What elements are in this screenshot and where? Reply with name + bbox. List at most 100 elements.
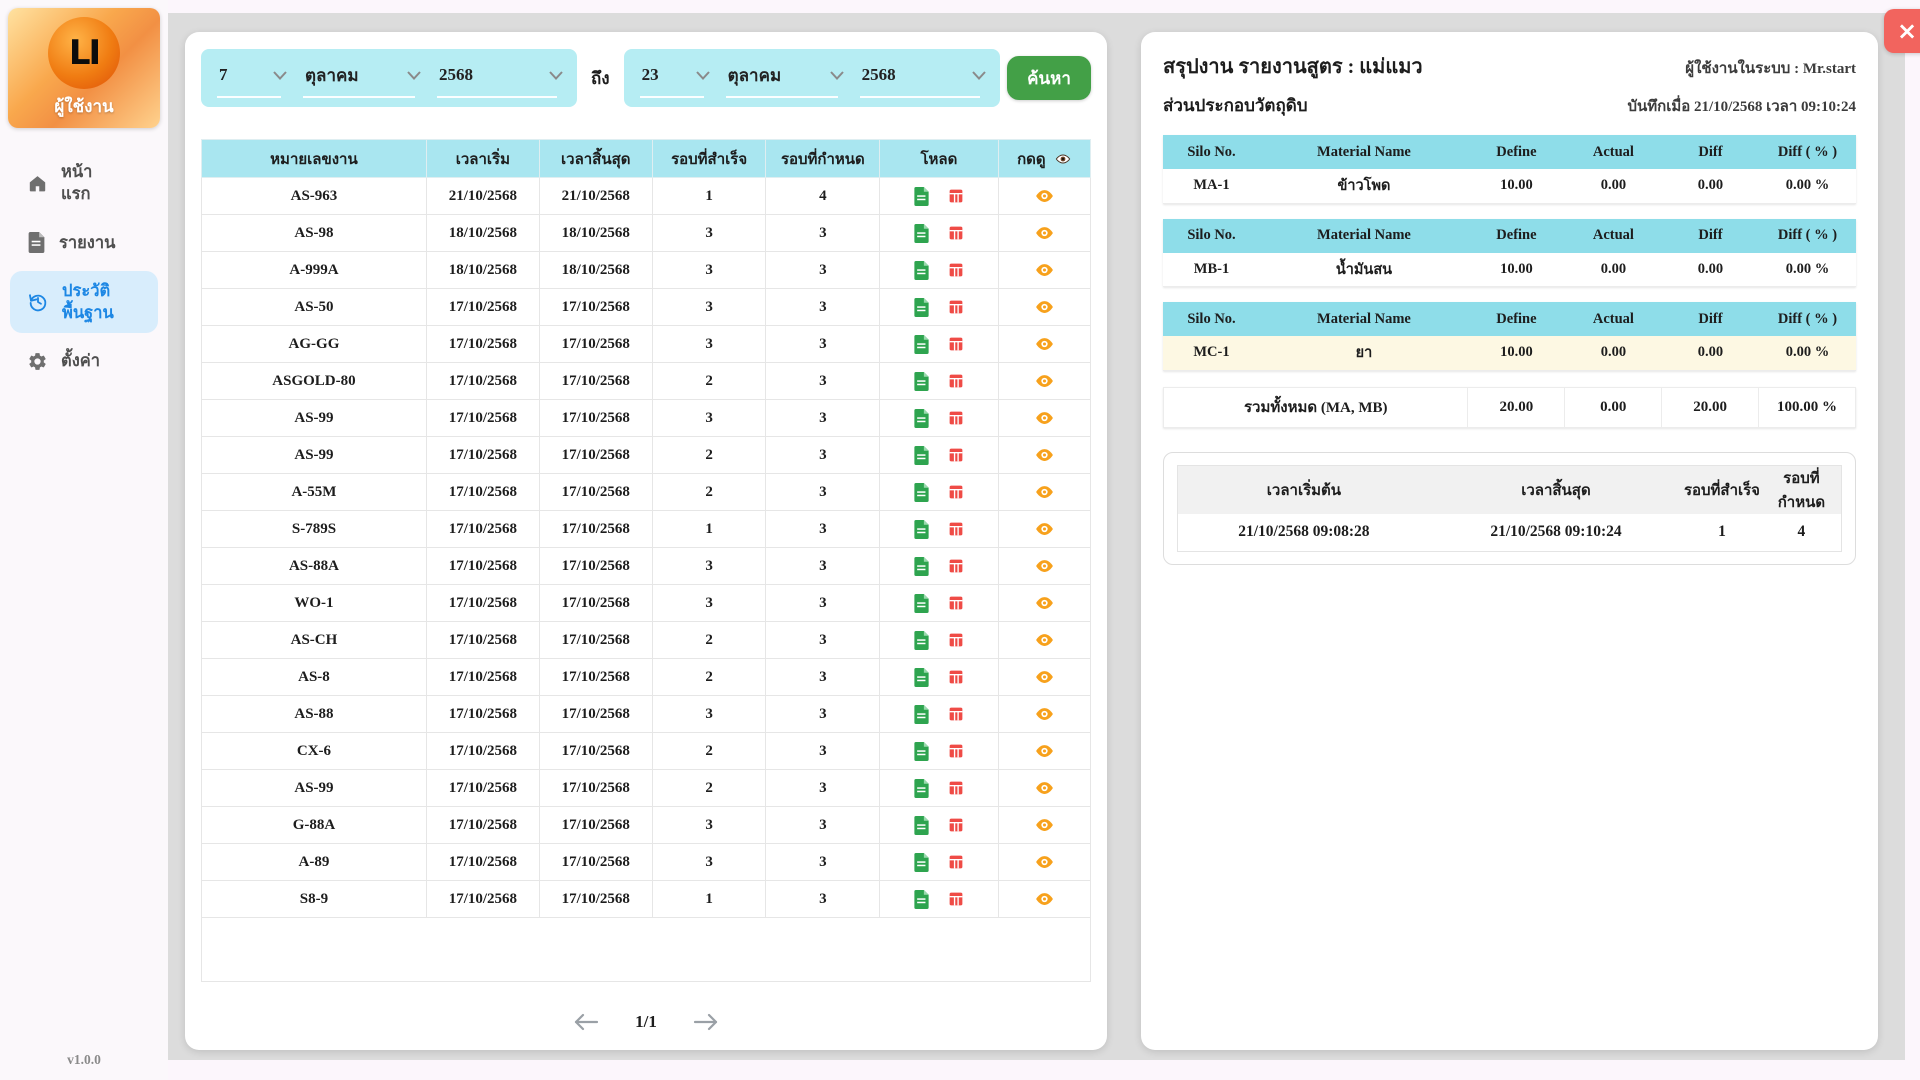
load-grid-icon[interactable] — [947, 631, 965, 649]
load-grid-icon[interactable] — [947, 816, 965, 834]
load-grid-icon[interactable] — [947, 594, 965, 612]
rounds-done-cell: 2 — [651, 362, 767, 400]
rounds-done-cell: 2 — [651, 621, 767, 659]
to-day-select[interactable]: 23 — [634, 58, 714, 98]
rounds-defined-cell: 3 — [765, 732, 881, 770]
load-grid-icon[interactable] — [947, 520, 965, 538]
view-eye-icon[interactable] — [1035, 558, 1054, 574]
view-eye-icon[interactable] — [1035, 410, 1054, 426]
start-date-cell: 18/10/2568 — [425, 214, 540, 252]
rounds-defined-cell: 3 — [765, 880, 881, 918]
header-define: Define — [1467, 302, 1565, 336]
previous-page-arrow[interactable] — [573, 1013, 599, 1031]
view-eye-icon[interactable] — [1035, 706, 1054, 722]
export-file-icon[interactable] — [913, 593, 930, 613]
close-button[interactable]: × — [1884, 9, 1920, 53]
view-eye-icon[interactable] — [1035, 521, 1054, 537]
view-eye-icon[interactable] — [1035, 373, 1054, 389]
load-grid-icon[interactable] — [947, 890, 965, 908]
to-month-select[interactable]: ตุลาคม — [720, 58, 848, 98]
view-eye-icon[interactable] — [1035, 632, 1054, 648]
view-eye-icon[interactable] — [1035, 854, 1054, 870]
export-file-icon[interactable] — [913, 519, 930, 539]
table-row: A-55M 17/10/2568 17/10/2568 2 3 — [201, 473, 1091, 511]
view-cell — [997, 806, 1091, 844]
table-row: A-89 17/10/2568 17/10/2568 3 3 — [201, 843, 1091, 881]
rounds-done-cell: 3 — [651, 288, 767, 326]
export-file-icon[interactable] — [913, 704, 930, 724]
load-grid-icon[interactable] — [947, 187, 965, 205]
table-row: AS-50 17/10/2568 17/10/2568 3 3 — [201, 288, 1091, 326]
next-page-arrow[interactable] — [693, 1013, 719, 1031]
export-file-icon[interactable] — [913, 815, 930, 835]
export-file-icon[interactable] — [913, 334, 930, 354]
load-grid-icon[interactable] — [947, 261, 965, 279]
load-grid-icon[interactable] — [947, 298, 965, 316]
sidebar-item-label: หน้า แรก — [61, 161, 92, 206]
search-button[interactable]: ค้นหา — [1007, 56, 1091, 100]
material-name-cell: น้ำมันสน — [1260, 252, 1468, 287]
view-eye-icon[interactable] — [1035, 262, 1054, 278]
load-grid-icon[interactable] — [947, 668, 965, 686]
export-file-icon[interactable] — [913, 741, 930, 761]
view-eye-icon[interactable] — [1035, 743, 1054, 759]
load-grid-icon[interactable] — [947, 742, 965, 760]
end-date-cell: 17/10/2568 — [538, 769, 653, 807]
from-year-select[interactable]: 2568 — [431, 58, 567, 98]
view-eye-icon[interactable] — [1035, 891, 1054, 907]
view-eye-icon[interactable] — [1035, 447, 1054, 463]
export-file-icon[interactable] — [913, 297, 930, 317]
export-file-icon[interactable] — [913, 371, 930, 391]
export-file-icon[interactable] — [913, 667, 930, 687]
saved-timestamp: บันทึกเมื่อ 21/10/2568 เวลา 09:10:24 — [1627, 99, 1856, 115]
view-eye-icon[interactable] — [1035, 336, 1054, 352]
rounds-defined-cell: 3 — [765, 843, 881, 881]
load-grid-icon[interactable] — [947, 372, 965, 390]
export-file-icon[interactable] — [913, 852, 930, 872]
table-row: AS-98 18/10/2568 18/10/2568 3 3 — [201, 214, 1091, 252]
rounds-done-cell: 3 — [651, 399, 767, 437]
load-grid-icon[interactable] — [947, 446, 965, 464]
load-grid-icon[interactable] — [947, 335, 965, 353]
to-year-select[interactable]: 2568 — [854, 58, 990, 98]
export-file-icon[interactable] — [913, 445, 930, 465]
export-file-icon[interactable] — [913, 186, 930, 206]
export-file-icon[interactable] — [913, 630, 930, 650]
end-date-cell: 17/10/2568 — [538, 732, 653, 770]
view-eye-icon[interactable] — [1035, 225, 1054, 241]
sidebar-item-settings[interactable]: ตั้งค่า — [10, 341, 158, 381]
end-date-cell: 21/10/2568 — [538, 177, 653, 215]
export-file-icon[interactable] — [913, 556, 930, 576]
view-eye-icon[interactable] — [1035, 299, 1054, 315]
load-grid-icon[interactable] — [947, 483, 965, 501]
export-file-icon[interactable] — [913, 889, 930, 909]
export-file-icon[interactable] — [913, 778, 930, 798]
from-month-select[interactable]: ตุลาคม — [297, 58, 425, 98]
sidebar-item-home[interactable]: หน้า แรก — [10, 152, 158, 215]
jobs-table: หมายเลขงาน เวลาเริ่ม เวลาสิ้นสุด รอบที่ส… — [201, 139, 1091, 918]
from-day-select[interactable]: 7 — [211, 58, 291, 98]
view-eye-icon[interactable] — [1035, 780, 1054, 796]
load-grid-icon[interactable] — [947, 557, 965, 575]
summary-header-row: สรุปงาน รายงานสูตร : แม่แมว ผู้ใช้งานในร… — [1163, 50, 1856, 82]
load-cell — [879, 436, 999, 474]
sidebar-item-history[interactable]: ประวัติ พื้นฐาน — [10, 270, 158, 334]
view-eye-icon[interactable] — [1035, 484, 1054, 500]
export-file-icon[interactable] — [913, 482, 930, 502]
load-grid-icon[interactable] — [947, 853, 965, 871]
export-file-icon[interactable] — [913, 223, 930, 243]
load-grid-icon[interactable] — [947, 705, 965, 723]
rounds-defined-cell: 3 — [765, 769, 881, 807]
load-grid-icon[interactable] — [947, 409, 965, 427]
header-session-start: เวลาเริ่มต้น — [1177, 465, 1430, 514]
load-grid-icon[interactable] — [947, 224, 965, 242]
view-eye-icon[interactable] — [1035, 188, 1054, 204]
load-grid-icon[interactable] — [947, 779, 965, 797]
date-filter-row: 7 ตุลาคม 2568 ถึง 23 ตุลาค — [201, 49, 1091, 107]
view-eye-icon[interactable] — [1035, 595, 1054, 611]
view-eye-icon[interactable] — [1035, 669, 1054, 685]
view-eye-icon[interactable] — [1035, 817, 1054, 833]
export-file-icon[interactable] — [913, 408, 930, 428]
export-file-icon[interactable] — [913, 260, 930, 280]
sidebar-item-reports[interactable]: รายงาน — [10, 223, 158, 263]
